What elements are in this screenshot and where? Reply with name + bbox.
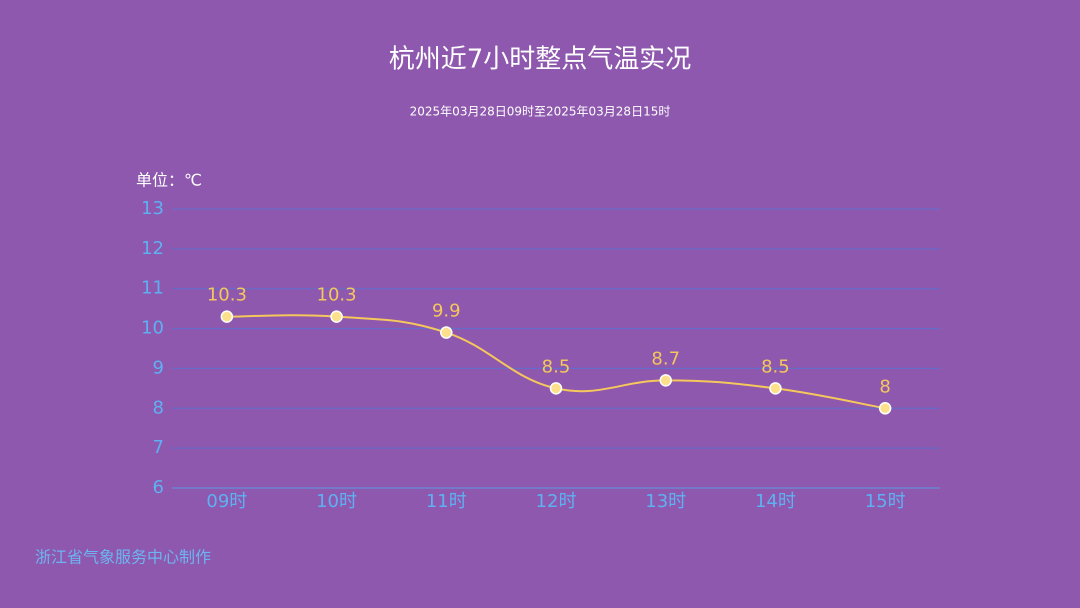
data-label: 8.7 xyxy=(651,348,680,369)
footer: 浙江省气象服务中心制作 xyxy=(35,548,211,567)
x-tick-label: 12时 xyxy=(536,491,577,512)
chart-subtitle: 2025年03月28日09时至2025年03月28日15时 xyxy=(410,105,671,119)
chart-title: 杭州近7小时整点气温实况 xyxy=(389,45,692,75)
data-label: 9.9 xyxy=(432,301,461,322)
x-tick-label: 09时 xyxy=(206,491,247,512)
y-tick-label: 12 xyxy=(141,238,164,259)
point xyxy=(659,374,672,387)
y-tick-label: 11 xyxy=(141,278,164,299)
y-tick-label: 13 xyxy=(141,198,164,219)
point xyxy=(549,382,563,395)
unit-label: 单位：℃ xyxy=(136,171,202,190)
data-label: 10.3 xyxy=(207,285,247,306)
x-tick-label: 10时 xyxy=(316,491,357,512)
data-label: 10.3 xyxy=(317,285,357,306)
x-tick-label: 15时 xyxy=(865,491,906,512)
x-tick-label: 14时 xyxy=(755,491,796,512)
y-tick-label: 7 xyxy=(153,437,164,458)
point xyxy=(769,382,782,395)
point xyxy=(330,310,343,323)
y-tick-label: 6 xyxy=(153,477,164,498)
point xyxy=(878,402,892,415)
x-tick-label: 11时 xyxy=(426,491,467,512)
data-label: 8 xyxy=(879,376,890,397)
x-tick-label: 13时 xyxy=(645,491,686,512)
data-label: 8.5 xyxy=(761,356,790,377)
data-label: 8.5 xyxy=(542,356,571,377)
y-tick-label: 8 xyxy=(153,397,164,418)
point xyxy=(440,326,453,339)
y-tick-label: 9 xyxy=(153,357,164,378)
y-tick-label: 10 xyxy=(141,318,164,339)
point xyxy=(220,310,234,323)
